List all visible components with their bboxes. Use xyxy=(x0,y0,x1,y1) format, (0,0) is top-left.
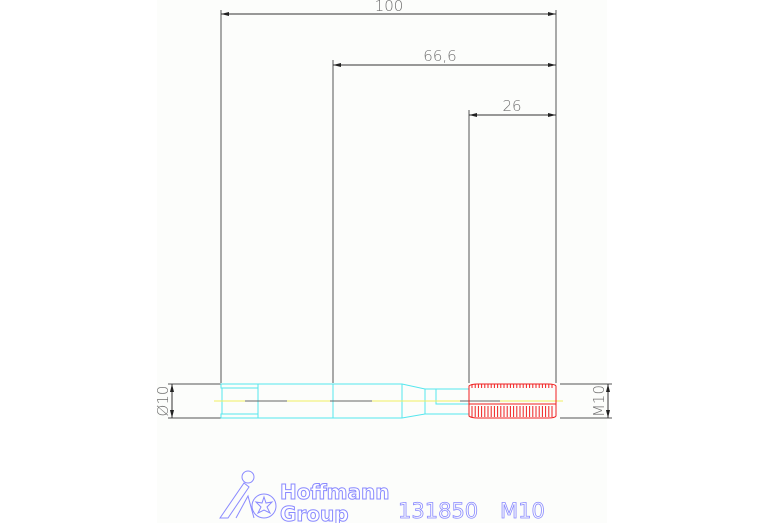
hoffmann-group-logo xyxy=(219,470,277,519)
drawing-sheet xyxy=(157,0,607,523)
dim-label-diameter: Ø10 xyxy=(154,386,172,417)
extension-lines xyxy=(168,10,612,419)
dim-label-thread: M10 xyxy=(590,385,608,417)
dim-label-100: 100 xyxy=(375,0,404,15)
part-number: 131850 xyxy=(398,499,478,523)
logo-text-group: Group xyxy=(280,502,349,523)
logo-text-hoffmann: Hoffmann xyxy=(280,480,390,504)
thread-section xyxy=(468,383,557,419)
dim-label-66-6: 66,6 xyxy=(423,47,456,65)
dim-label-26: 26 xyxy=(502,97,521,115)
part-size: M10 xyxy=(500,499,545,523)
